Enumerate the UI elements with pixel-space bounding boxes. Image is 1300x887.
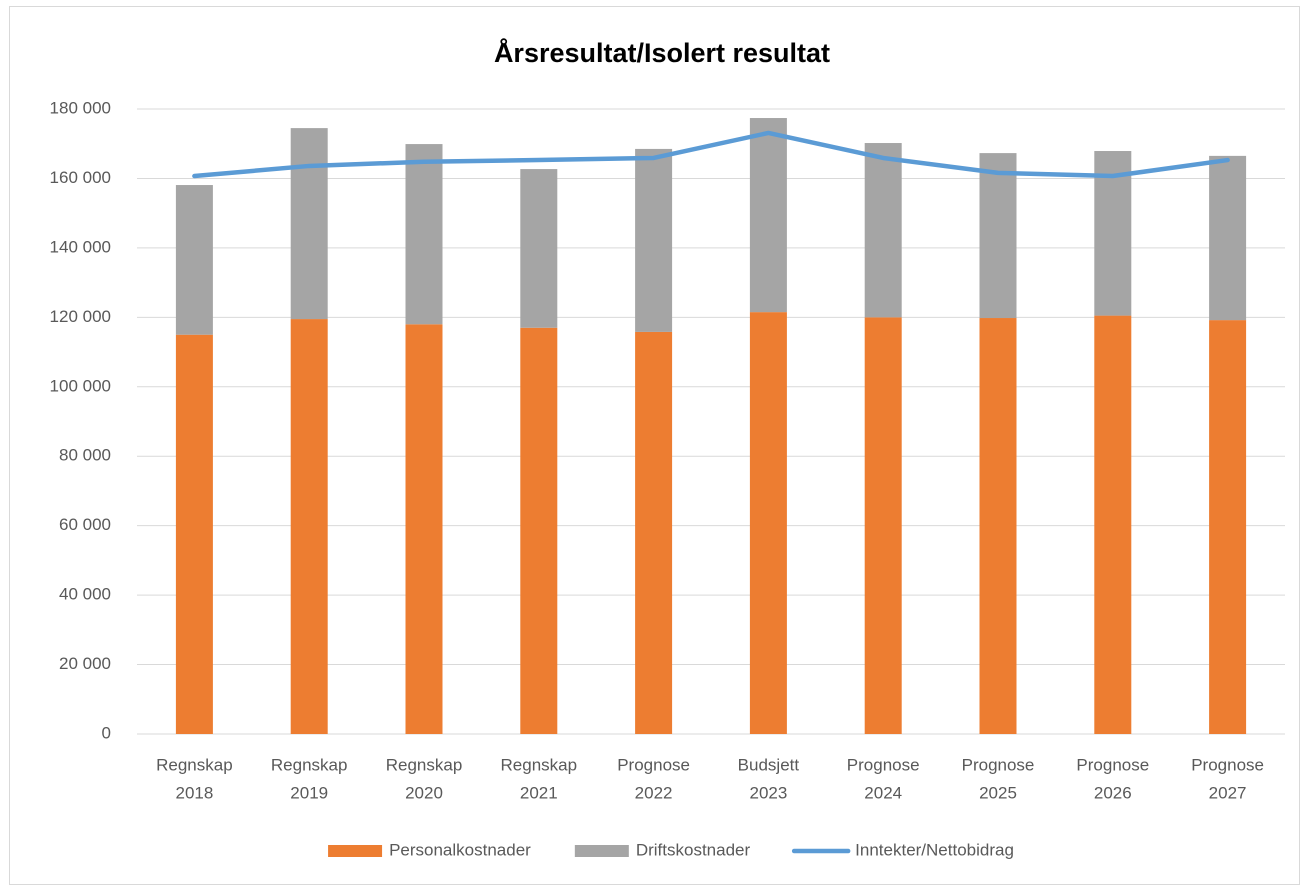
bar <box>520 169 558 328</box>
bar <box>864 143 902 318</box>
x-tick-label: Regnskap <box>501 755 578 774</box>
bar <box>979 153 1017 319</box>
legend-label: Personalkostnader <box>389 840 531 859</box>
bar <box>979 318 1017 734</box>
x-tick-label: 2020 <box>405 783 443 802</box>
bar <box>1094 151 1132 316</box>
bar <box>175 185 213 335</box>
x-tick-label: Prognose <box>1191 755 1264 774</box>
x-tick-label: 2024 <box>864 783 902 802</box>
bar <box>635 148 673 332</box>
x-tick-label: 2026 <box>1094 783 1132 802</box>
bar <box>1209 155 1247 321</box>
x-tick-label: 2027 <box>1209 783 1247 802</box>
x-tick-label: Regnskap <box>386 755 463 774</box>
x-tick-label: 2022 <box>635 783 673 802</box>
x-tick-label: Prognose <box>1076 755 1149 774</box>
x-tick-label: Prognose <box>847 755 920 774</box>
x-tick-label: Regnskap <box>271 755 348 774</box>
x-tick-label: 2021 <box>520 783 558 802</box>
y-tick-label: 180 000 <box>50 98 111 117</box>
y-tick-label: 100 000 <box>50 376 111 395</box>
legend-swatch <box>574 845 629 857</box>
bar <box>175 334 213 734</box>
bar <box>749 118 787 313</box>
y-tick-label: 0 <box>102 723 111 742</box>
y-tick-label: 60 000 <box>59 515 111 534</box>
bar <box>635 331 673 734</box>
x-tick-label: 2023 <box>749 783 787 802</box>
x-tick-label: 2025 <box>979 783 1017 802</box>
bar <box>520 327 558 734</box>
chart-title: Årsresultat/Isolert resultat <box>494 37 830 68</box>
legend-swatch <box>328 845 383 857</box>
x-tick-label: 2019 <box>290 783 328 802</box>
bar <box>405 144 443 325</box>
y-tick-label: 20 000 <box>59 654 111 673</box>
y-tick-label: 80 000 <box>59 446 111 465</box>
legend-label: Inntekter/Nettobidrag <box>855 840 1014 859</box>
x-tick-label: Regnskap <box>156 755 233 774</box>
bar <box>1094 315 1132 734</box>
x-tick-label: Prognose <box>962 755 1035 774</box>
bar <box>749 312 787 734</box>
bar <box>1209 320 1247 734</box>
x-tick-label: Budsjett <box>738 755 800 774</box>
y-tick-label: 140 000 <box>50 237 111 256</box>
line-series <box>192 130 1230 179</box>
bar <box>405 324 443 734</box>
x-tick-label: 2018 <box>175 783 213 802</box>
legend-label: Driftskostnader <box>636 840 751 859</box>
bar <box>864 317 902 734</box>
x-tick-label: Prognose <box>617 755 690 774</box>
y-tick-label: 40 000 <box>59 585 111 604</box>
y-tick-label: 160 000 <box>50 168 111 187</box>
y-tick-label: 120 000 <box>50 307 111 326</box>
bar <box>290 128 328 320</box>
bar <box>290 319 328 734</box>
